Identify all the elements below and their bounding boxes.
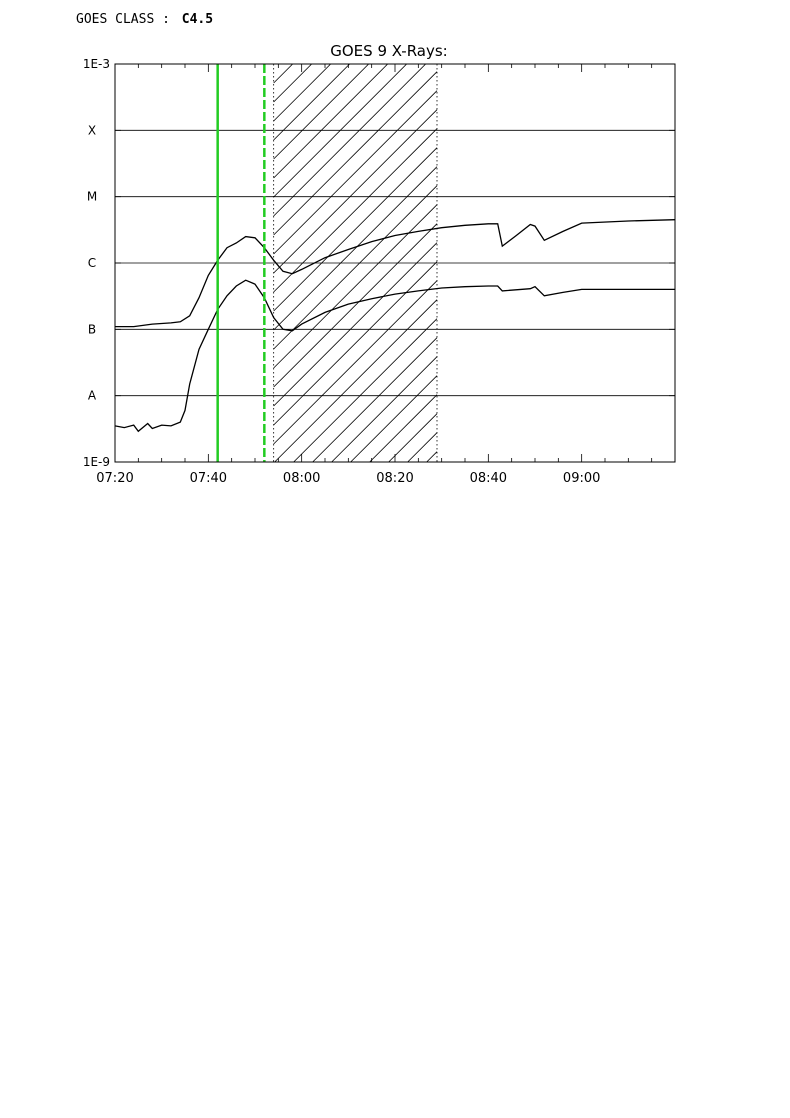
hatch-line (273, 185, 438, 350)
hatch-line (273, 223, 438, 388)
hatch-line (273, 71, 438, 236)
hatch-pattern (273, 64, 438, 462)
hatch-line (273, 147, 438, 312)
hatch-line (388, 413, 438, 462)
y-tick-label: 1E-3 (83, 57, 110, 71)
x-tick-label: 08:20 (376, 471, 413, 486)
x-tick-labels: 07:20 07:40 08:00 08:20 08:40 09:00 (96, 471, 600, 486)
flux-series (115, 219, 675, 433)
horizontal-gridlines (115, 129, 675, 397)
chart-title: GOES 9 X-Rays: (330, 42, 447, 60)
hatch-line (273, 204, 438, 369)
hatch-line (273, 64, 293, 84)
hatch-line (293, 318, 438, 462)
hatch-line (273, 64, 388, 179)
hatch-line (273, 166, 438, 331)
hatch-line (273, 64, 312, 103)
y-tick-labels: 1E-3 X M C B A 1E-9 (83, 57, 110, 469)
hatch-line (369, 394, 438, 462)
hatch-line (273, 64, 369, 160)
x-tick-label: 07:40 (190, 471, 227, 486)
hatch-line (273, 64, 426, 217)
hatch-line (273, 242, 438, 407)
x-tick-label: 08:00 (283, 471, 320, 486)
hatch-line (273, 109, 438, 274)
green-marker-lines (216, 64, 266, 462)
y-tick-label: X (88, 123, 96, 137)
y-tick-label: A (88, 389, 97, 403)
y-tick-label: B (88, 322, 96, 336)
goes-class-header: GOES CLASS : C4.5 (76, 12, 213, 27)
x-tick-label: 08:40 (470, 471, 507, 486)
hatch-line (273, 90, 438, 255)
hatch-line (407, 432, 438, 462)
hatched-region (273, 64, 438, 462)
hatch-line (331, 356, 438, 462)
goes-class-label: GOES CLASS : (76, 12, 170, 27)
hatch-line (273, 64, 350, 141)
x-tick-label: 07:20 (96, 471, 133, 486)
hatch-line (312, 337, 438, 462)
x-tick-label: 09:00 (563, 471, 600, 486)
series-line-long (115, 219, 675, 328)
hatch-line (273, 128, 438, 293)
axis-ticks (114, 63, 676, 463)
goes-class-value: C4.5 (181, 12, 214, 27)
y-tick-label: M (87, 190, 97, 204)
y-tick-label: C (88, 256, 96, 270)
hatch-line (273, 261, 438, 426)
hatch-line (273, 280, 438, 445)
y-tick-label: 1E-9 (83, 455, 110, 469)
hatch-line (350, 375, 438, 462)
hatch-line (273, 64, 331, 122)
series-line-short (115, 279, 675, 433)
hatch-line (426, 451, 438, 462)
hatch-line (274, 299, 438, 462)
